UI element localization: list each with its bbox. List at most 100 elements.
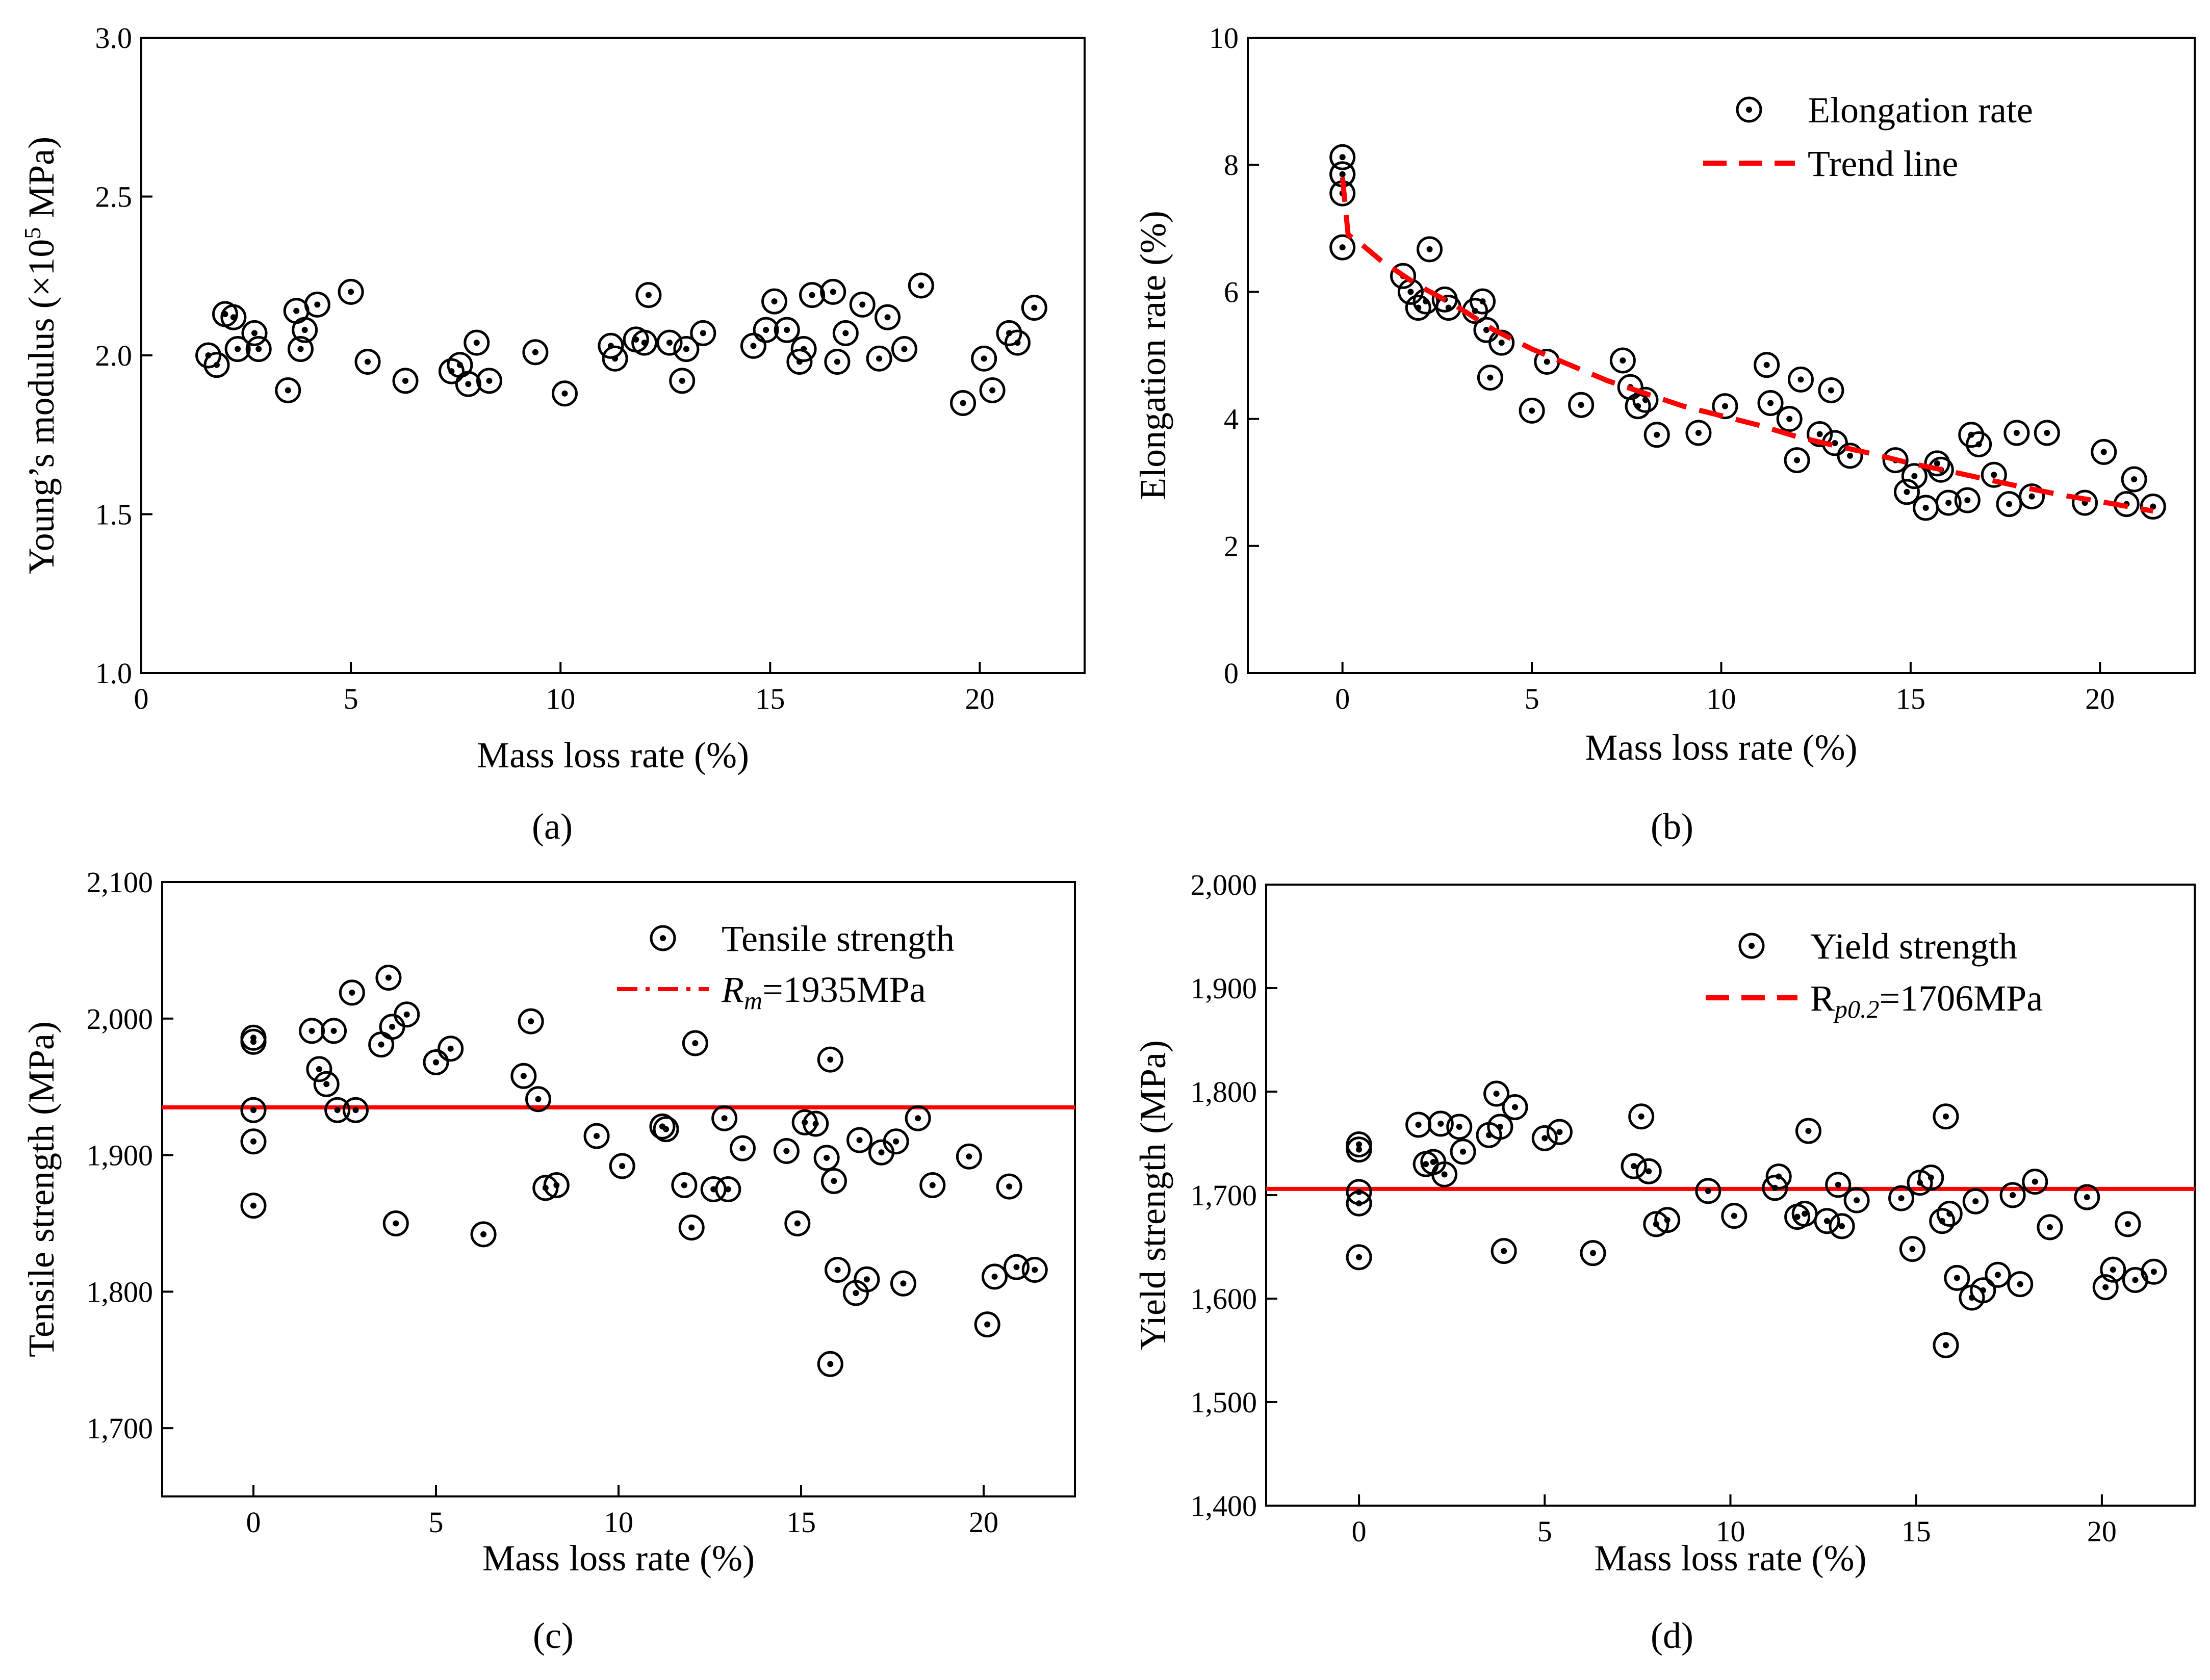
data-point-center [929, 1182, 936, 1188]
data-point-center [1638, 1113, 1644, 1120]
data-point-center [214, 361, 220, 368]
data-point-center [663, 1126, 670, 1132]
data-point-center [1646, 1168, 1652, 1175]
y-tick-label: 2,100 [87, 866, 153, 899]
data-point [195, 342, 222, 369]
y-axis-label: Young’s modulus (×105 MPa) [19, 137, 62, 574]
data-point [1609, 347, 1636, 374]
data-point [1483, 1080, 1510, 1107]
data-point [2141, 1258, 2167, 1285]
data-point [891, 336, 917, 363]
data-point [813, 1145, 840, 1171]
data-point [522, 339, 549, 366]
data-point [2037, 1214, 2063, 1240]
data-point-center [1721, 403, 1728, 409]
y-axis-label: Yield strength (MPa) [1133, 1040, 1173, 1350]
data-point [950, 390, 976, 416]
data-point-center [812, 1120, 819, 1127]
data-point [1712, 393, 1738, 420]
data-point [690, 320, 716, 346]
data-point-center [316, 1066, 322, 1072]
data-point [321, 1018, 347, 1044]
data-point [338, 278, 364, 305]
data-point-center [856, 1137, 863, 1144]
data-point-center [1437, 1120, 1444, 1127]
data-point-center [784, 327, 790, 333]
data-point [2091, 438, 2117, 465]
data-point-center [2132, 1277, 2139, 1283]
y-tick-label: 8 [1224, 148, 1239, 182]
data-point-center [349, 989, 355, 996]
data-point [1628, 1103, 1655, 1130]
data-point [753, 317, 779, 343]
data-point [1427, 1110, 1454, 1137]
data-point-center [2010, 1192, 2016, 1198]
data-point-center [1483, 327, 1489, 333]
data-point-center [666, 340, 673, 346]
data-point [1787, 366, 1814, 393]
data-point [1882, 447, 1909, 474]
data-point-center [771, 298, 778, 305]
panel-a: 0 5 10 15 20 1.0 1.5 2.0 2.5 3.0 Mass loss rate (%… [19, 21, 1086, 847]
data-point [1837, 443, 1863, 469]
data-point-center [334, 1107, 341, 1114]
data-point-center [297, 346, 304, 352]
data-point-center [1794, 457, 1801, 463]
data-point-center [1430, 1159, 1436, 1166]
y-tick-label: 1,900 [87, 1139, 153, 1172]
data-point-center [2124, 1221, 2131, 1227]
data-point-center [2013, 430, 2020, 436]
x-axis-label: Mass loss rate (%) [482, 1538, 755, 1579]
data-point-center [1972, 1198, 1979, 1205]
data-point [1346, 1136, 1372, 1163]
data-point [438, 358, 465, 384]
data-point-center [2006, 501, 2013, 507]
y-tick-label: 2,000 [1191, 868, 1257, 901]
data-point [1004, 329, 1031, 356]
legend-label: Elongation rate [1808, 90, 2033, 131]
data-point-center [918, 282, 924, 289]
x-tick-label: 15 [1901, 1515, 1931, 1548]
data-point [1003, 1254, 1030, 1280]
data-point [649, 1113, 676, 1140]
data-point [1431, 1161, 1458, 1187]
x-tick-label: 20 [2087, 1515, 2117, 1548]
data-point-center [750, 343, 757, 349]
data-point-center [1898, 1195, 1905, 1202]
data-point-center [393, 1220, 399, 1227]
data-point [1996, 491, 2022, 518]
data-point [394, 1001, 420, 1028]
x-axis-label: Mass loss rate (%) [1585, 727, 1858, 768]
data-point-center [989, 387, 996, 394]
data-point-center [323, 1081, 330, 1088]
data-point [1417, 236, 1443, 263]
data-point-center [1620, 357, 1626, 364]
x-tick-label: 5 [1537, 1515, 1552, 1548]
data-point-center [1816, 431, 1823, 437]
data-point [803, 1110, 829, 1137]
data-point [1580, 1240, 1606, 1267]
legend-marker-center [660, 935, 666, 941]
data-point [1888, 1185, 1915, 1211]
data-point-center [1802, 1210, 1808, 1217]
legend-label: Yield strength [1810, 926, 2017, 967]
data-point [1757, 390, 1784, 416]
data-point-center [1776, 1173, 1782, 1180]
y-tick-label: 2 [1224, 530, 1239, 563]
data-point [820, 1168, 847, 1194]
data-point-center [688, 1224, 695, 1231]
data-point-center [1934, 460, 1940, 467]
data-point [1970, 1277, 1996, 1304]
data-point-center [447, 1045, 454, 1052]
data-point [1933, 1103, 1959, 1130]
data-point [1685, 420, 1712, 446]
data-point-center [966, 1153, 972, 1160]
y-tick-label: 1,900 [1191, 972, 1257, 1005]
legend-marker [1736, 96, 1762, 123]
data-point-center [901, 346, 908, 352]
data-point-center [1631, 1163, 1637, 1170]
data-point-center [612, 355, 619, 362]
data-point-center [1415, 1121, 1422, 1128]
data-point [635, 282, 662, 308]
data-point [2115, 1211, 2141, 1237]
